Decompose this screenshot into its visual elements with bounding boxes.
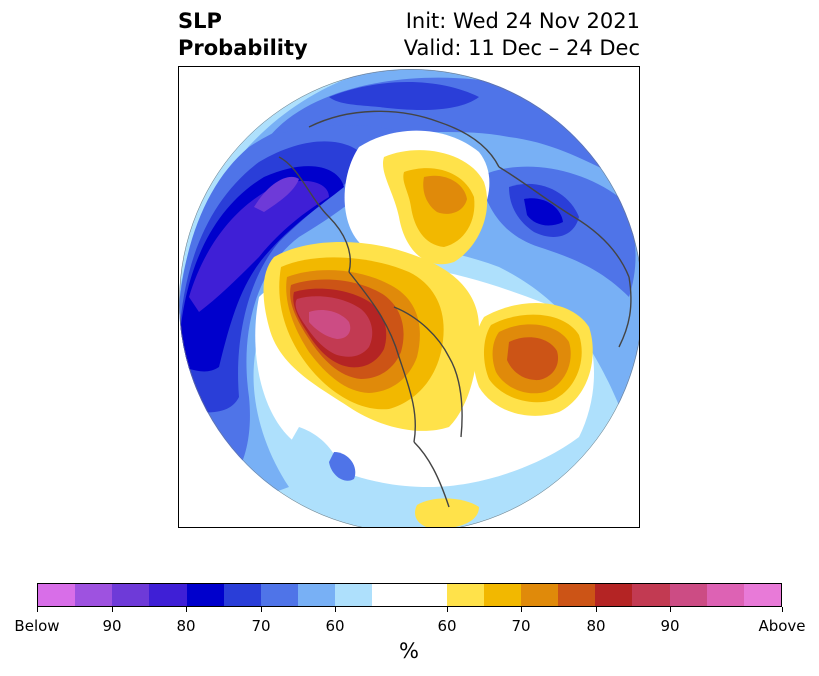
colorbar-segment <box>75 584 113 606</box>
colorbar-tick-label: 90 <box>660 617 680 635</box>
title-probability: Probability <box>178 36 308 60</box>
west-below-85 <box>254 176 299 212</box>
colorbar-tick-label: Above <box>758 617 806 635</box>
colorbar-segment <box>38 584 76 606</box>
colorbar-segment <box>260 584 299 606</box>
colorbar-segment <box>632 584 670 606</box>
probability-map <box>178 66 640 528</box>
colorbar-tick <box>782 607 783 612</box>
colorbar-tick-label: 70 <box>511 617 531 635</box>
colorbar-segment <box>446 584 484 606</box>
coastline-iberia <box>618 276 632 348</box>
title-variable: SLP <box>178 9 222 33</box>
colorbar-unit-label: % <box>399 639 419 663</box>
colorbar-segment <box>186 584 224 606</box>
hemisphere-outline <box>179 69 639 527</box>
colorbar <box>37 583 782 607</box>
caribbean-above-55 <box>415 498 479 527</box>
colorbar-segment <box>335 584 373 606</box>
arctic-above-65 <box>423 175 467 214</box>
coastlines <box>278 110 632 508</box>
colorbar-segment <box>112 584 150 606</box>
colorbar-tick <box>186 607 187 612</box>
colorbar-tick-label: 60 <box>437 617 457 635</box>
colorbar-segment <box>521 584 559 606</box>
us-below-65 <box>329 452 356 481</box>
ne-below-75 <box>524 198 563 226</box>
init-date-label: Init: Wed 24 Nov 2021 <box>405 9 640 33</box>
colorbar-tick <box>521 607 522 612</box>
colorbar-tick <box>447 607 448 612</box>
us-below-60 <box>279 427 342 500</box>
colorbar-tick <box>335 607 336 612</box>
title-left: SLP Probability <box>178 8 308 62</box>
north-below-70 <box>329 82 479 110</box>
colorbar-tick-label: Below <box>14 617 60 635</box>
title-right: Init: Wed 24 Nov 2021 Valid: 11 Dec – 24… <box>404 8 640 62</box>
coastline-americas-west <box>348 271 417 443</box>
colorbar-segment <box>558 584 596 606</box>
coastline-west <box>278 156 351 273</box>
colorbar-segment <box>372 584 447 606</box>
colorbar-tick-label: 80 <box>586 617 606 635</box>
west-below-75 <box>179 166 344 372</box>
coastline-canada-east <box>393 306 463 438</box>
colorbar-segment <box>149 584 187 606</box>
colorbar-segment <box>669 584 707 606</box>
valid-range-label: Valid: 11 Dec – 24 Dec <box>403 36 640 60</box>
colorbar-segment <box>298 584 336 606</box>
colorbar-tick <box>112 607 113 612</box>
colorbar-tick-label: 90 <box>102 617 122 635</box>
coastline-mexico <box>413 441 450 508</box>
colorbar-segment <box>595 584 633 606</box>
colorbar-segment <box>706 584 744 606</box>
west-below-70 <box>179 141 369 413</box>
colorbar-tick <box>670 607 671 612</box>
polar-map-svg <box>179 69 639 527</box>
alaska-above-85 <box>309 310 351 339</box>
west-below-80 <box>189 180 329 312</box>
atlantic-above-70 <box>507 337 559 381</box>
colorbar-tick <box>596 607 597 612</box>
coastline-europe <box>498 166 630 278</box>
hemisphere-disk <box>179 69 639 527</box>
colorbar-tick-label: 70 <box>251 617 271 635</box>
coastline-siberia <box>308 110 500 168</box>
colorbar-segment <box>483 584 522 606</box>
colorbar-segment <box>223 584 261 606</box>
colorbar-tick <box>37 607 38 612</box>
colorbar-tick <box>261 607 262 612</box>
colorbar-segment <box>743 584 782 606</box>
colorbar-tick-label: 60 <box>325 617 345 635</box>
colorbar-tick-label: 80 <box>176 617 196 635</box>
